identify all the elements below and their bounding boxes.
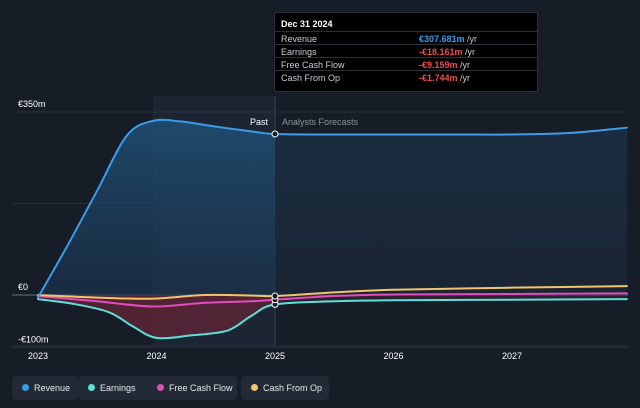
hover-marker — [271, 130, 279, 138]
revenue-area-forecast — [275, 127, 627, 295]
legend-dot-icon — [251, 384, 258, 391]
y-tick-label: €0 — [18, 282, 28, 292]
tooltip-label: Earnings — [281, 47, 317, 57]
legend-dot-icon — [88, 384, 95, 391]
series-lines — [37, 118, 628, 340]
tooltip-unit: /yr — [462, 47, 476, 57]
past-label: Past — [250, 117, 269, 127]
x-tick-label: 2025 — [265, 351, 285, 361]
x-tick-label: 2027 — [502, 351, 522, 361]
earnings-area-past — [38, 295, 275, 339]
free-cash-flow-line — [37, 292, 628, 308]
tooltip-row-free-cash-flow: Free Cash Flow -€9.159m /yr — [275, 57, 537, 71]
tooltip-unit: /yr — [457, 73, 471, 83]
tooltip-value: €307.681m — [419, 34, 465, 44]
revenue-area-past — [38, 119, 275, 298]
forecast-label: Analysts Forecasts — [282, 117, 359, 127]
tooltip-date: Dec 31 2024 — [281, 19, 333, 29]
revenue-line — [37, 118, 628, 299]
axis-labels: €350m €0 -€100m 2023 2024 2025 2026 2027 Past Ana… — [18, 99, 522, 361]
tooltip-value: -€1.744m — [419, 73, 458, 83]
legend-dot-icon — [157, 384, 164, 391]
tooltip-unit: /yr — [457, 60, 471, 70]
tooltip-row-earnings: Earnings -€18.161m /yr — [275, 44, 537, 58]
hover-tooltip: Dec 31 2024 Revenue €307.681m /yr Earnin… — [274, 12, 538, 92]
tooltip-row-revenue: Revenue €307.681m /yr — [275, 31, 537, 45]
x-tick-label: 2023 — [28, 351, 48, 361]
y-tick-label: -€100m — [18, 334, 49, 344]
hover-markers — [271, 130, 279, 308]
legend-item-free-cash-flow[interactable]: Free Cash Flow — [147, 376, 237, 400]
legend-item-earnings[interactable]: Earnings — [78, 376, 152, 400]
legend-label: Cash From Op — [263, 383, 323, 393]
legend-label: Earnings — [100, 383, 136, 393]
tooltip-row-cash-from-op: Cash From Op -€1.744m /yr — [275, 70, 537, 84]
legend-label: Revenue — [34, 383, 71, 393]
tooltip-label: Revenue — [281, 34, 318, 44]
x-tick-label: 2024 — [146, 351, 166, 361]
legend-item-cash-from-op[interactable]: Cash From Op — [241, 376, 329, 400]
legend-label: Free Cash Flow — [169, 383, 233, 393]
legend-item-revenue[interactable]: Revenue — [12, 376, 78, 400]
tooltip-unit: /yr — [464, 34, 478, 44]
y-tick-label: €350m — [18, 99, 46, 109]
tooltip-value: -€9.159m — [419, 60, 458, 70]
cash-from-op-line — [37, 285, 628, 300]
earnings-line — [37, 298, 628, 340]
tooltip-label: Cash From Op — [281, 73, 341, 83]
tooltip-value: -€18.161m — [419, 47, 463, 57]
legend-dot-icon — [22, 384, 29, 391]
tooltip-label: Free Cash Flow — [281, 60, 345, 70]
hover-marker — [271, 292, 279, 300]
area-fills — [38, 119, 627, 339]
x-tick-label: 2026 — [383, 351, 403, 361]
